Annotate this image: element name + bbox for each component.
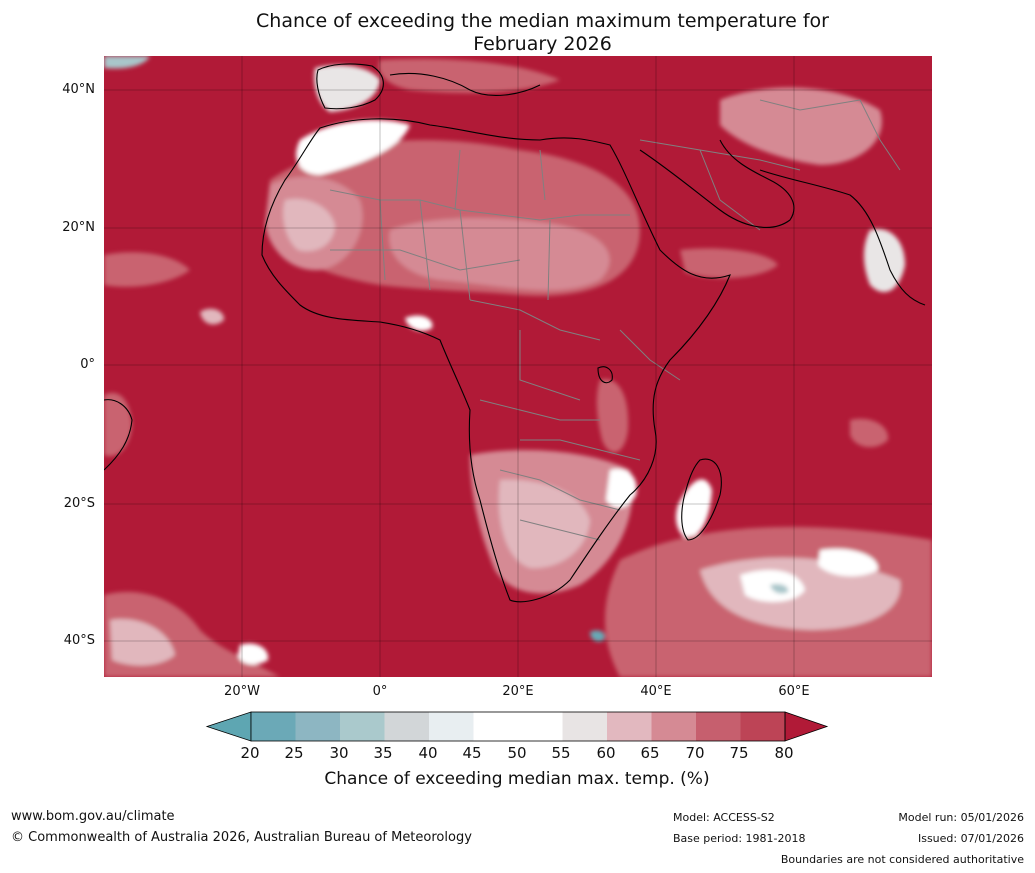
patch-southwest-white bbox=[238, 643, 269, 665]
footer-disclaimer: Boundaries are not considered authoritat… bbox=[780, 853, 1024, 866]
colorbar-tick-40: 40 bbox=[418, 744, 438, 762]
coast-madagascar bbox=[681, 458, 722, 541]
colorbar-segment-11 bbox=[696, 712, 741, 741]
coast-europe bbox=[389, 72, 541, 96]
patch-india bbox=[864, 229, 905, 293]
lon-label-20w: 20°W bbox=[224, 684, 260, 699]
colorbar-tick-60: 60 bbox=[596, 744, 616, 762]
coast-lake-victoria bbox=[597, 366, 613, 384]
patch-europe bbox=[378, 58, 560, 93]
patch-indian-ocean-mid bbox=[850, 418, 889, 448]
colorbar-arrow-low bbox=[205, 711, 252, 742]
colorbar-tick-80: 80 bbox=[774, 744, 794, 762]
patch-arabian-sea bbox=[680, 248, 778, 279]
footer-model-run: Model run: 05/01/2026 bbox=[898, 811, 1024, 824]
patch-gulf-of-guinea bbox=[405, 315, 433, 331]
colorbar-tick-25: 25 bbox=[284, 744, 304, 762]
coast-iberia bbox=[316, 63, 384, 110]
colorbar-segment-12 bbox=[740, 712, 786, 741]
footer-issued: Issued: 07/01/2026 bbox=[917, 832, 1024, 845]
coast-arabia bbox=[639, 139, 795, 228]
lat-label-40s: 40°S bbox=[63, 633, 95, 648]
patch-brazil-coast bbox=[104, 392, 132, 457]
lat-label-0: 0° bbox=[80, 357, 95, 372]
footer-copyright: © Commonwealth of Australia 2026, Austra… bbox=[11, 830, 472, 845]
patch-indian-ocean-blue bbox=[770, 583, 789, 594]
patch-indian-ocean-white-2 bbox=[818, 548, 879, 577]
title-line-1: Chance of exceeding the median maximum t… bbox=[256, 10, 829, 32]
coast-brazil bbox=[104, 399, 133, 471]
patch-southern-africa-light bbox=[498, 479, 590, 569]
colorbar-segment-5 bbox=[429, 712, 474, 741]
colorbar-segment-6 bbox=[473, 712, 519, 741]
lat-label-20n: 20°N bbox=[62, 220, 95, 235]
colorbar-arrow-high bbox=[784, 711, 829, 742]
colorbar-segment-1 bbox=[251, 712, 296, 741]
lon-label-20e: 20°E bbox=[502, 684, 534, 699]
graticule bbox=[104, 56, 932, 677]
patch-iberia bbox=[314, 65, 380, 112]
patch-northwest-corner bbox=[104, 56, 150, 69]
colorbar-segment-9 bbox=[607, 712, 652, 741]
patch-sahara-inner bbox=[389, 218, 610, 291]
footer-model: Model: ACCESS-S2 bbox=[673, 811, 775, 824]
colorbar-outline bbox=[250, 711, 786, 742]
patch-southwest-ocean-light bbox=[110, 619, 175, 666]
colorbar-tick-65: 65 bbox=[640, 744, 660, 762]
chart-title: Chance of exceeding the median maximum t… bbox=[0, 10, 1035, 56]
lat-label-40n: 40°N bbox=[62, 82, 95, 97]
colorbar-tick-20: 20 bbox=[240, 744, 260, 762]
lat-label-20s: 20°S bbox=[63, 496, 95, 511]
probability-patches bbox=[104, 56, 932, 677]
patch-atlantic-island bbox=[200, 308, 225, 325]
colorbar-segment-2 bbox=[295, 712, 341, 741]
colorbar-label: Chance of exceeding median max. temp. (%… bbox=[324, 769, 710, 789]
patch-atlantic-west bbox=[104, 252, 190, 287]
patch-iran bbox=[720, 87, 882, 165]
lon-label-60e: 60°E bbox=[778, 684, 810, 699]
coastlines bbox=[104, 63, 926, 603]
colorbar-segment-7 bbox=[518, 712, 563, 741]
coast-africa bbox=[261, 118, 731, 603]
footer-base-period: Base period: 1981-2018 bbox=[673, 832, 806, 845]
colorbar-tick-30: 30 bbox=[329, 744, 349, 762]
colorbar-tick-35: 35 bbox=[373, 744, 393, 762]
lon-label-40e: 40°E bbox=[640, 684, 672, 699]
lon-label-0: 0° bbox=[372, 684, 388, 699]
patch-south-atlantic-blue bbox=[590, 630, 605, 642]
colorbar-tick-70: 70 bbox=[685, 744, 705, 762]
country-borders bbox=[329, 99, 901, 541]
colorbar-segment-8 bbox=[562, 712, 608, 741]
title-line-2: February 2026 bbox=[473, 33, 612, 55]
patch-east-africa bbox=[596, 379, 629, 453]
patch-west-africa-light bbox=[283, 198, 335, 252]
colorbar-tick-50: 50 bbox=[507, 744, 527, 762]
patch-northwest-coast bbox=[296, 120, 410, 175]
colorbar-segment-4 bbox=[384, 712, 430, 741]
colorbar-tick-55: 55 bbox=[551, 744, 571, 762]
patch-mozambique bbox=[606, 468, 637, 508]
coast-iran-india bbox=[759, 169, 926, 306]
colorbar-segment-10 bbox=[651, 712, 697, 741]
colorbar-tick-45: 45 bbox=[462, 744, 482, 762]
colorbar-tick-75: 75 bbox=[729, 744, 749, 762]
colorbar-segment-3 bbox=[340, 712, 385, 741]
footer-website: www.bom.gov.au/climate bbox=[11, 809, 175, 824]
